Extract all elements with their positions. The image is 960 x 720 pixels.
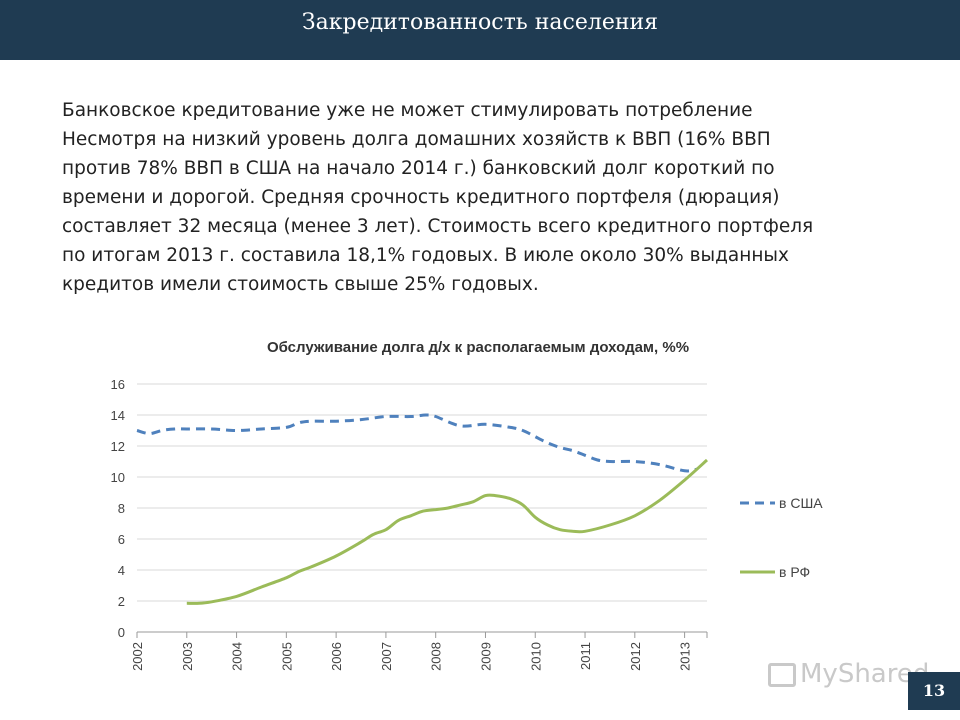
chart-axes: 0 2 4 6 8 10 12 14 16 2002 2003 2004 2005 2006 2007 200… [111,377,708,671]
y-tick-label: 0 [118,625,125,640]
slide-title: Закредитованность населения [301,10,659,35]
chart-grid [137,383,707,633]
series-line-usa [136,413,698,473]
y-tick-label: 4 [118,563,125,578]
x-tick-label: 2006 [329,642,344,671]
watermark: MyShared [768,656,929,692]
body-line: составляет 32 месяца (менее 3 лет). Стои… [62,216,814,237]
y-tick-label: 16 [111,377,125,392]
chart-legend: в США в РФ [740,495,823,580]
x-tick-label: 2010 [528,642,543,671]
x-tick-label: 2013 [678,642,693,671]
x-tick-label: 2007 [379,642,394,671]
legend-label: в США [779,495,823,511]
x-tick-label: 2012 [628,642,643,671]
x-tick-label: 2008 [429,642,444,671]
x-tick-label: 2005 [279,642,294,671]
body-line: Несмотря на низкий уровень долга домашни… [62,129,771,150]
x-tick-label: 2003 [180,642,195,671]
body-line: против 78% ВВП в США на начало 2014 г.) … [62,158,775,179]
watermark-text: MyShared [800,659,930,689]
y-tick-label: 2 [118,594,125,609]
body-line: кредитов имели стоимость свыше 25% годов… [62,274,539,295]
y-tick-label: 12 [111,439,125,454]
x-tick-label: 2009 [478,642,493,671]
y-tick-label: 10 [111,470,125,485]
body-line: по итогам 2013 г. составила 18,1% годовы… [62,245,789,266]
y-tick-label: 14 [111,408,125,423]
legend-label: в РФ [779,564,810,580]
x-tick-label: 2004 [230,642,245,671]
chart-series [136,413,708,605]
x-tick-label: 2011 [578,642,593,670]
chart-title: Обслуживание долга д/х к располагаемым д… [267,339,689,356]
title-bar [0,0,960,60]
y-tick-label: 6 [118,532,125,547]
x-tick-label: 2002 [130,642,145,671]
body-paragraph: Банковское кредитование уже не может сти… [62,96,922,299]
watermark-logo-icon [768,662,796,687]
y-tick-label: 8 [118,501,125,516]
page-number: 13 [908,672,960,710]
series-line-rf [186,458,708,605]
body-line: Банковское кредитование уже не может сти… [62,100,753,121]
body-line: времени и дорогой. Средняя срочность кре… [62,187,780,208]
